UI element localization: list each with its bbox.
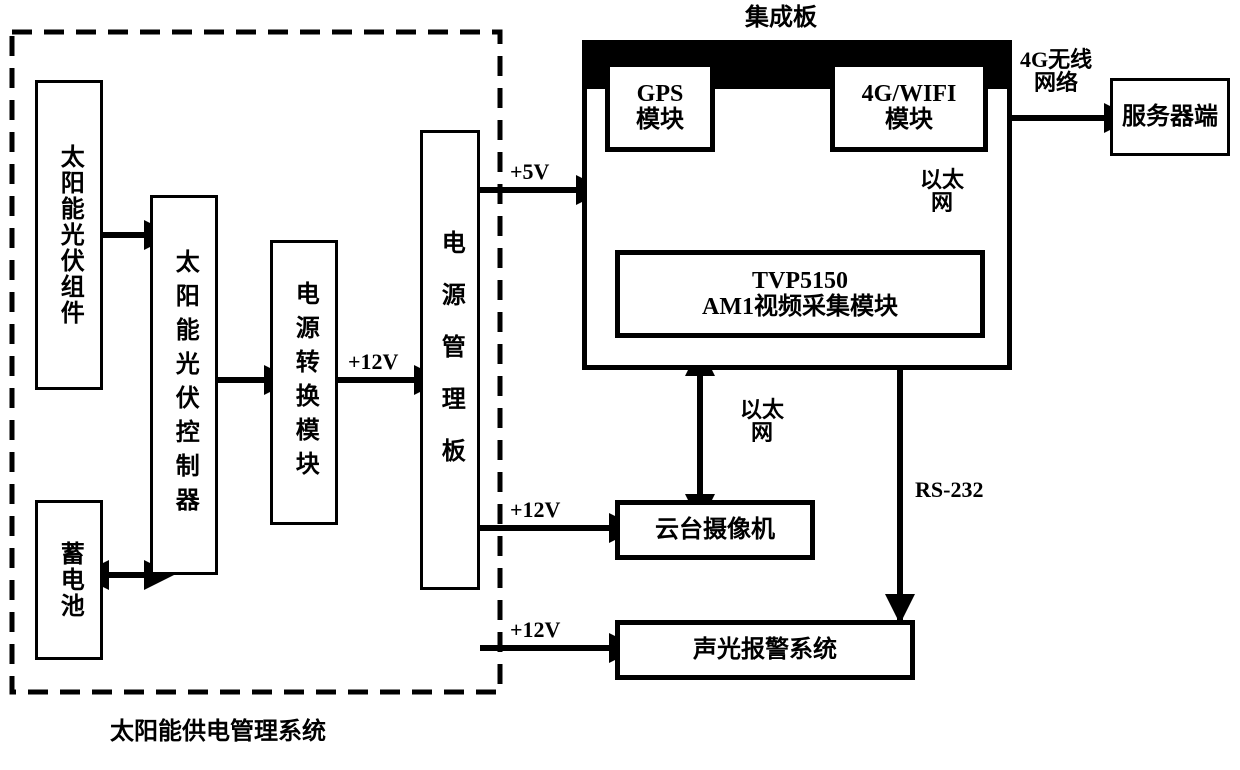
label-rs232: RS-232 xyxy=(915,478,983,501)
label-ethernet_2: 以太网 xyxy=(740,398,784,444)
node-server-label: 服务器端 xyxy=(1122,104,1218,130)
node-power_conv-label: 电源转换模块 xyxy=(291,281,317,485)
label-plus12v_b: +12V xyxy=(510,498,560,521)
node-gps-label: GPS模块 xyxy=(632,79,688,136)
node-pv_module: 太阳能光伏组件 xyxy=(35,80,103,390)
node-tvp-label: TVP5150AM1视频采集模块 xyxy=(698,266,902,323)
node-battery-label: 蓄电池 xyxy=(56,541,82,619)
node-alarm: 声光报警系统 xyxy=(615,620,915,680)
node-camera-label: 云台摄像机 xyxy=(655,517,775,543)
node-pv_controller: 太阳能光伏控制器 xyxy=(150,195,218,575)
node-wifi-label: 4G/WIFI模块 xyxy=(858,79,961,136)
label-wireless: 4G无线网络 xyxy=(1020,48,1092,94)
node-power_conv: 电源转换模块 xyxy=(270,240,338,525)
label-plus12v_c: +12V xyxy=(510,618,560,641)
label-plus12v_a: +12V xyxy=(348,350,398,373)
node-battery: 蓄电池 xyxy=(35,500,103,660)
node-gps: GPS模块 xyxy=(605,62,715,152)
label-solar_title: 太阳能供电管理系统 xyxy=(110,720,326,745)
label-plus5v: +5V xyxy=(510,160,549,183)
node-power_mgmt: 电源管理板 xyxy=(420,130,480,590)
node-tvp: TVP5150AM1视频采集模块 xyxy=(615,250,985,338)
node-camera: 云台摄像机 xyxy=(615,500,815,560)
node-server: 服务器端 xyxy=(1110,78,1230,156)
label-integration_title: 集成板 xyxy=(745,6,817,31)
label-ethernet_1: 以太网 xyxy=(920,168,964,214)
node-wifi: 4G/WIFI模块 xyxy=(830,62,988,152)
node-power_mgmt-label: 电源管理板 xyxy=(437,230,463,490)
node-pv_controller-label: 太阳能光伏控制器 xyxy=(171,249,197,521)
node-alarm-label: 声光报警系统 xyxy=(693,637,837,663)
node-pv_module-label: 太阳能光伏组件 xyxy=(56,144,82,326)
